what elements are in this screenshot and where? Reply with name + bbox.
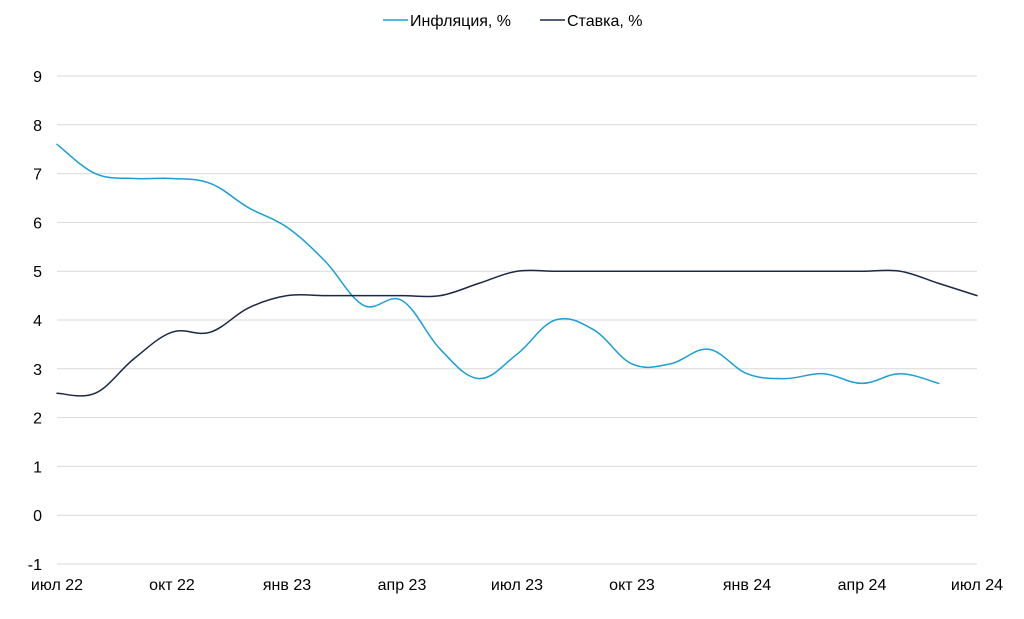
y-tick-label: 0 [33,508,42,525]
x-tick-label: июл 22 [31,577,83,594]
x-tick-label: апр 23 [378,577,427,594]
y-tick-label: 7 [33,167,42,184]
x-axis: июл 22 окт 22 янв 23 апр 23 июл 23 окт 23 янв … [31,577,1003,594]
legend-label: Ставка, % [567,13,642,30]
y-tick-label: 2 [33,411,42,428]
y-tick-label: 4 [33,313,42,330]
y-tick-label: 5 [33,264,42,281]
x-tick-label: окт 22 [149,577,195,594]
x-tick-label: янв 23 [263,577,311,594]
series-layer [56,143,978,397]
x-tick-label: янв 24 [723,577,771,594]
grid-layer [57,75,977,565]
legend: Инфляция, % Ставка, % [383,13,642,30]
y-tick-label: 1 [33,459,42,476]
y-tick-label: 9 [33,69,42,86]
y-tick-label: 3 [33,362,42,379]
y-tick-label: 6 [33,215,42,232]
y-tick-label: -1 [28,557,42,574]
x-tick-label: июл 24 [951,577,1003,594]
series-line-rate [56,269,978,397]
x-tick-label: окт 23 [609,577,655,594]
series-line-inflation [56,143,940,385]
legend-label: Инфляция, % [410,13,511,30]
y-tick-label: 8 [33,118,42,135]
y-axis: -1 0 1 2 3 4 5 6 7 8 9 [28,69,42,574]
x-tick-label: апр 24 [838,577,887,594]
x-tick-label: июл 23 [491,577,543,594]
